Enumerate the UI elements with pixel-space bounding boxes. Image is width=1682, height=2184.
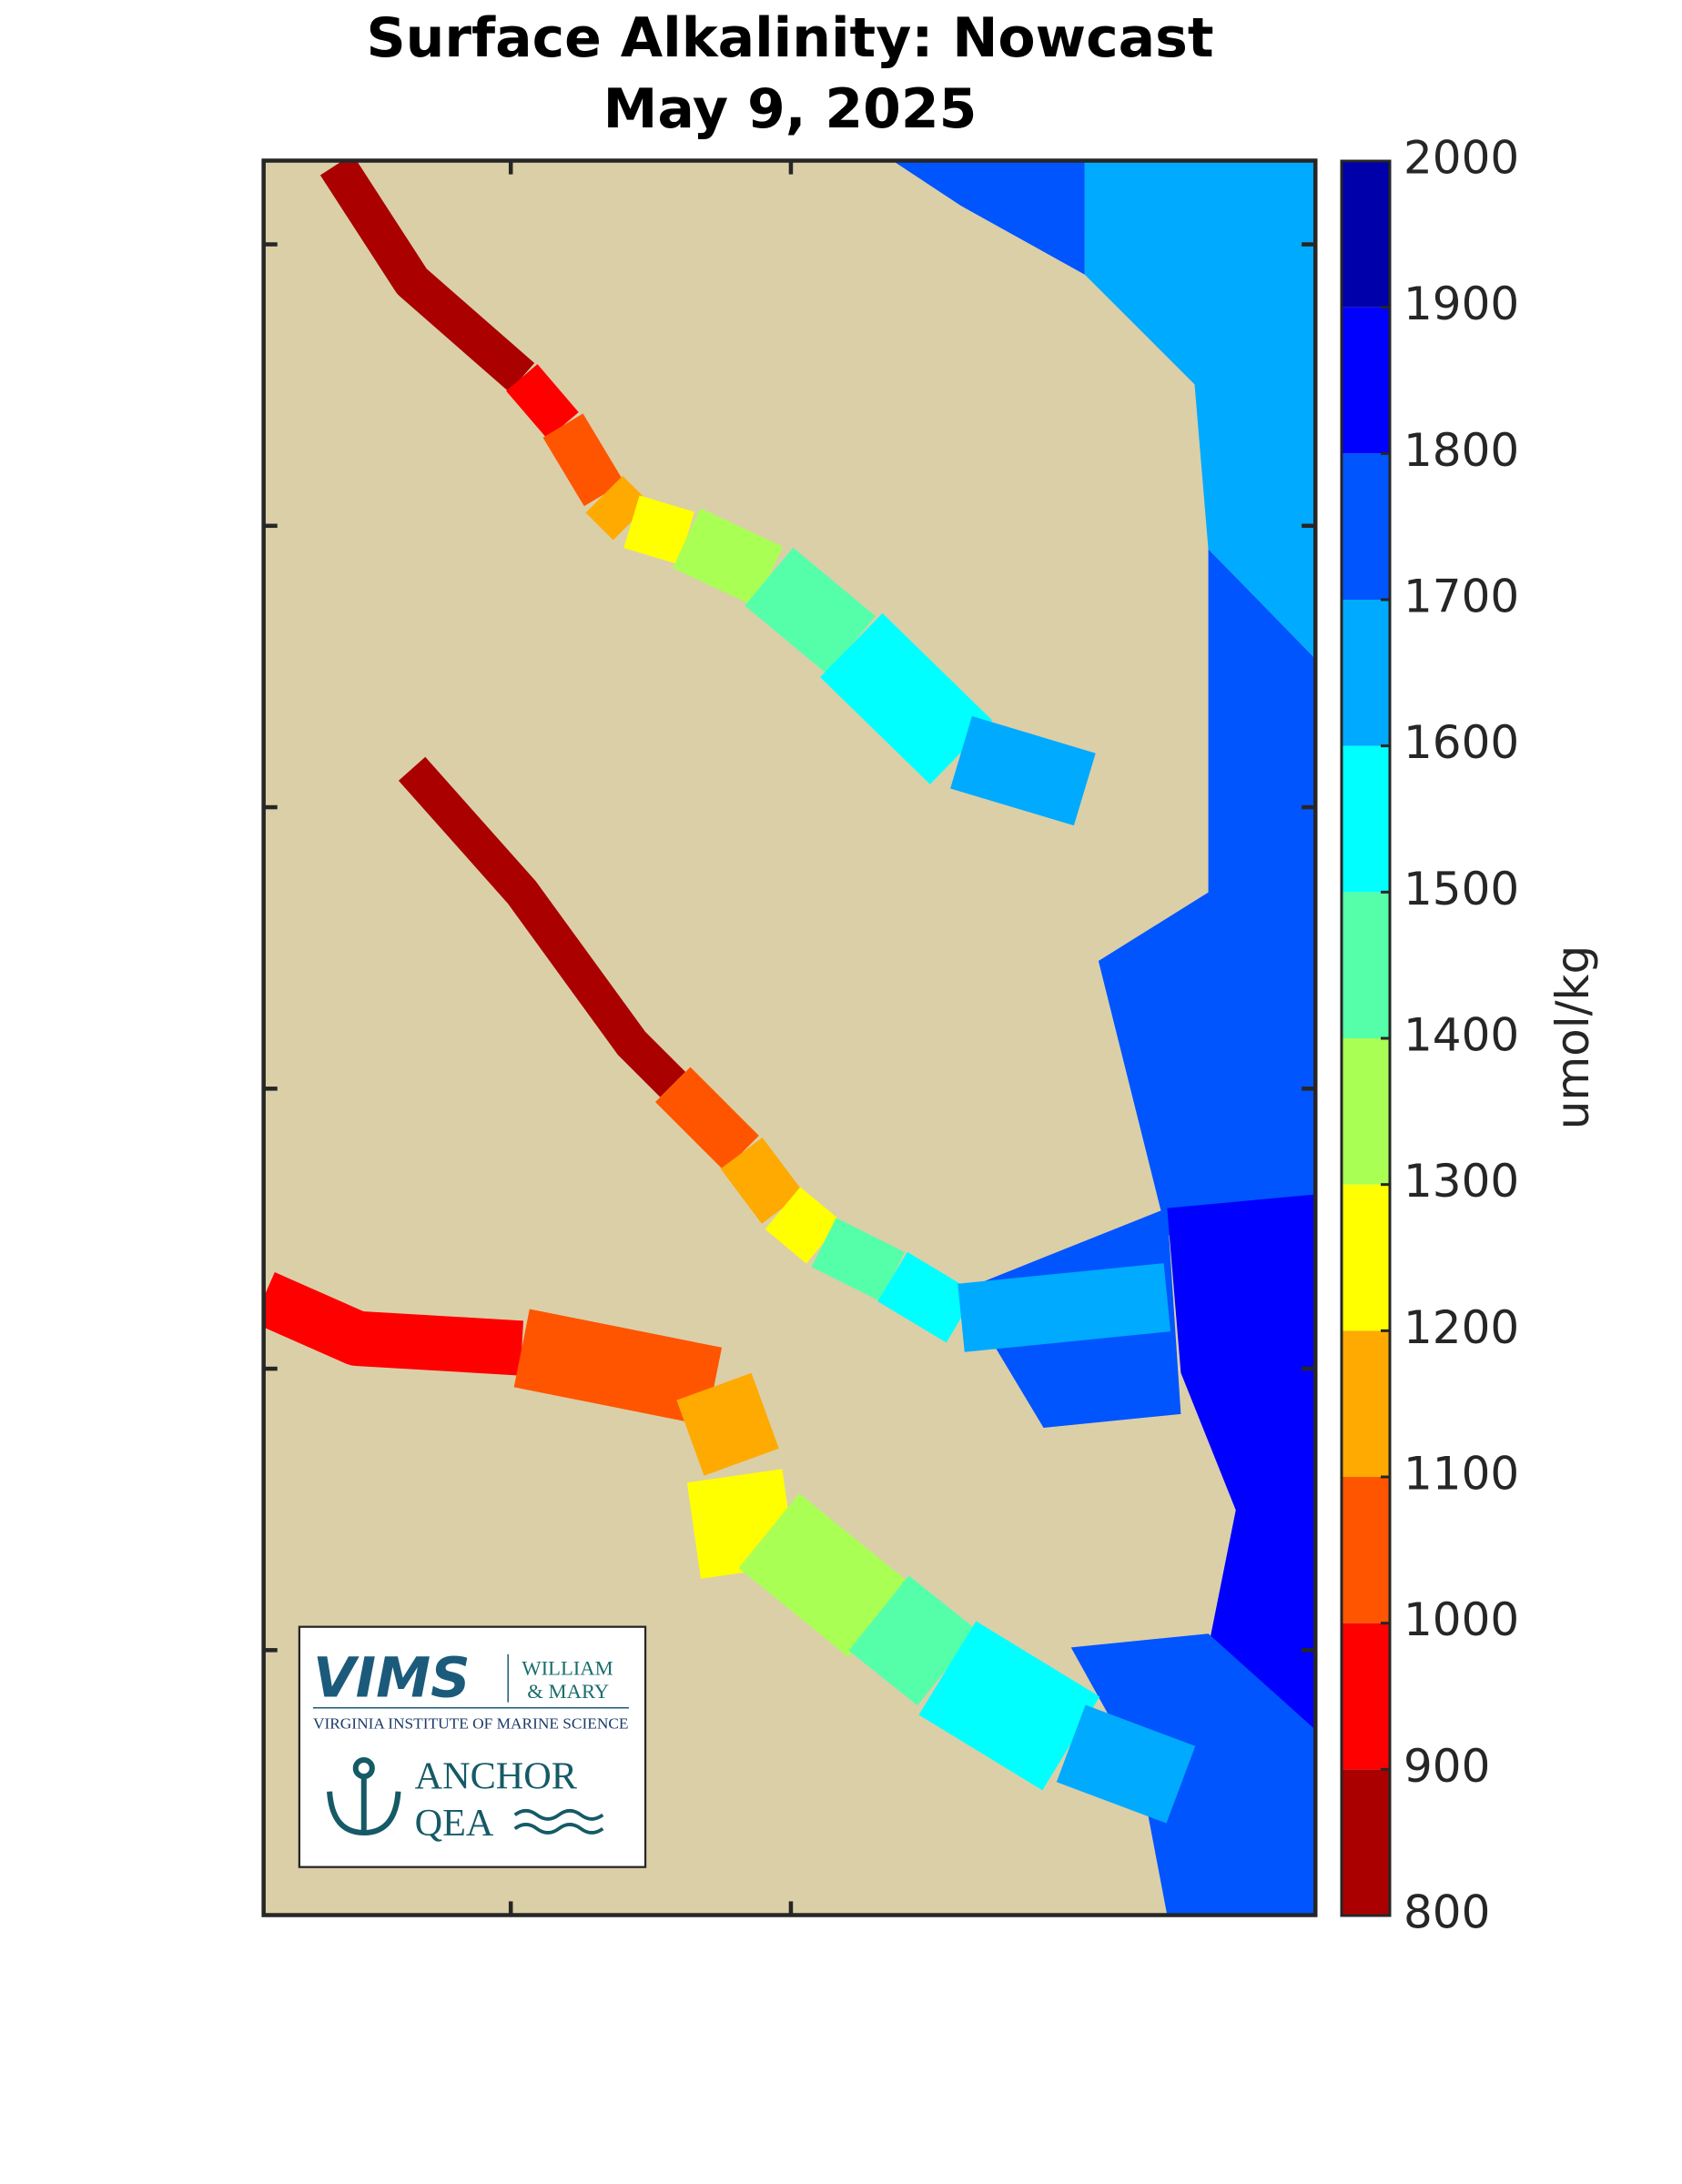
colorbar-bin xyxy=(1342,1330,1390,1477)
colorbar-tick-label: 1700 xyxy=(1403,571,1519,623)
water-region xyxy=(623,495,694,565)
vims-logo: VIMS xyxy=(313,1647,471,1711)
subtitle: May 9, 2025 xyxy=(603,77,978,141)
colorbar-bin xyxy=(1342,1623,1390,1770)
colorbar-tick-label: 1800 xyxy=(1403,424,1519,477)
water-region xyxy=(263,1272,524,1376)
colorbar-bin xyxy=(1342,1769,1390,1916)
water-region xyxy=(820,612,993,784)
colorbar-bin xyxy=(1342,1477,1390,1623)
water-region xyxy=(319,160,535,392)
water-region xyxy=(892,160,1085,275)
title: Surface Alkalinity: Nowcast xyxy=(366,6,1213,70)
colorbar-tick-label: 1600 xyxy=(1403,716,1519,769)
water-region xyxy=(1056,1704,1196,1824)
colorbar-bin xyxy=(1342,600,1390,746)
water-region xyxy=(745,547,876,674)
water-region xyxy=(848,1575,978,1706)
water-region xyxy=(738,1493,909,1658)
logo-box: VIMS WILLIAM & MARY VIRGINIA INSTITUTE O… xyxy=(298,1625,647,1868)
colorbar-bin xyxy=(1342,1038,1390,1185)
qea-text: QEA xyxy=(415,1802,494,1845)
water-region xyxy=(655,1067,759,1171)
water-region xyxy=(672,508,784,607)
colorbar-bin xyxy=(1342,745,1390,893)
waves-icon xyxy=(513,1808,604,1835)
colorbar-bin xyxy=(1342,892,1390,1038)
colorbar-tick-label: 800 xyxy=(1403,1886,1490,1939)
water-region xyxy=(585,475,651,541)
colorbar-tick-label: 1500 xyxy=(1403,863,1519,915)
vims-full: VIRGINIA INSTITUTE OF MARINE SCIENCE xyxy=(313,1714,629,1732)
colorbar: 800 900 1000 1100 1200 1300 1400 1500 1600 1700 18… xyxy=(1340,132,1519,1939)
map: VIMS WILLIAM & MARY VIRGINIA INSTITUTE O… xyxy=(261,158,1318,1917)
water-region xyxy=(811,1218,906,1301)
colorbar-bin xyxy=(1342,1184,1390,1331)
colorbar-tick-label: 1000 xyxy=(1403,1593,1519,1646)
colorbar-tick-label: 1200 xyxy=(1403,1301,1519,1354)
water-region xyxy=(950,715,1096,826)
colorbar-tick-label: 2000 xyxy=(1403,132,1519,185)
wm-text: & MARY xyxy=(527,1680,609,1703)
water-region xyxy=(686,1469,796,1579)
map-ticks xyxy=(263,160,1316,1916)
water-region xyxy=(1070,1633,1316,1916)
colorbar-tick-label: 1300 xyxy=(1403,1155,1519,1208)
water-region xyxy=(958,1263,1171,1352)
colorbar-bin xyxy=(1342,453,1390,600)
water-region xyxy=(1167,1194,1316,1730)
water-region xyxy=(918,1621,1100,1791)
water-region xyxy=(1098,549,1316,1236)
colorbar-bin xyxy=(1342,161,1390,308)
water-region xyxy=(1084,160,1316,660)
water-region xyxy=(877,1251,977,1343)
anchor-icon xyxy=(327,1757,401,1835)
water-region xyxy=(506,364,579,440)
colorbar-label: umol/kg xyxy=(1546,945,1599,1129)
colorbar-bin xyxy=(1342,307,1390,454)
water-region xyxy=(398,756,686,1097)
water-region xyxy=(765,1187,842,1264)
water-region xyxy=(542,413,624,507)
colorbar-tick-label: 1400 xyxy=(1403,1009,1519,1062)
water-region xyxy=(513,1309,723,1426)
colorbar-tick-label: 1100 xyxy=(1403,1448,1519,1501)
wm-text: WILLIAM xyxy=(522,1656,613,1679)
water-region xyxy=(720,1138,804,1224)
colorbar-tick-label: 900 xyxy=(1403,1740,1490,1793)
water-region xyxy=(676,1372,779,1476)
anchor-text: ANCHOR xyxy=(415,1755,578,1798)
colorbar-tick-label: 1900 xyxy=(1403,278,1519,330)
water xyxy=(263,160,1316,1916)
